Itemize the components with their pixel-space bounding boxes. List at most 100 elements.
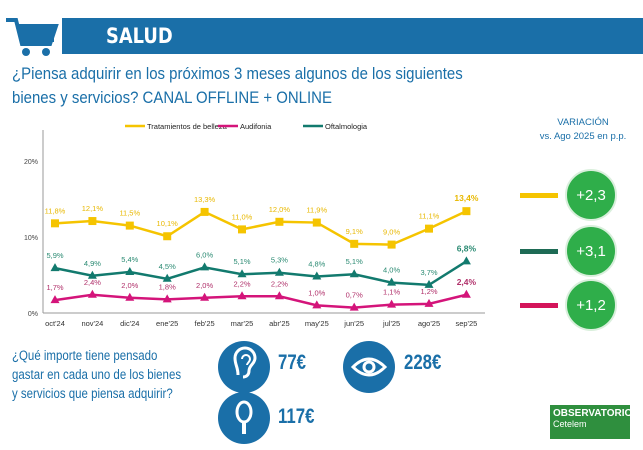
data-label: 1,1% (383, 288, 400, 297)
data-point (163, 232, 172, 241)
data-label: 5,3% (271, 256, 288, 265)
data-point (387, 277, 397, 286)
data-label: 10,1% (157, 219, 179, 228)
data-label: 11,9% (306, 206, 327, 215)
spend-question: ¿Qué importe tiene pensado gastar en cad… (12, 348, 182, 401)
cart-icon (4, 14, 60, 63)
data-point (312, 218, 321, 227)
data-point (87, 289, 97, 298)
data-label: 13,3% (194, 195, 216, 204)
data-label: 5,1% (346, 257, 363, 266)
data-point (274, 267, 284, 276)
data-point (87, 270, 97, 279)
variation-subtitle: vs. Ago 2025 en p.p. (539, 131, 627, 142)
data-label: 1,8% (159, 282, 176, 291)
data-label: 2,4% (84, 278, 101, 287)
series-line (54, 260, 468, 287)
legend-label: Tratamientos de belleza (147, 122, 228, 131)
variation-badge-audifonia: +1,2 (565, 279, 617, 331)
data-point (162, 273, 172, 282)
data-label: 11,0% (232, 212, 253, 221)
data-point (200, 292, 210, 301)
data-point (462, 207, 471, 216)
data-point (50, 263, 60, 272)
data-point (461, 289, 471, 298)
data-point (349, 302, 359, 311)
variation-badge-oftalmologia: +3,1 (565, 225, 617, 277)
mirror-icon (218, 392, 270, 444)
x-tick-label: mar'25 (231, 319, 254, 328)
data-point (162, 294, 172, 303)
page-title: SALUD (106, 24, 173, 48)
data-label: 1,0% (308, 288, 325, 297)
data-point (424, 279, 434, 288)
x-tick-label: jun'25 (343, 319, 364, 328)
data-point (349, 269, 359, 278)
data-label: 4,5% (159, 262, 176, 271)
amount-oftalmologia: 228€ (404, 351, 442, 374)
x-tick-label: abr'25 (269, 319, 290, 328)
data-point (200, 262, 210, 271)
x-tick-label: nov'24 (81, 319, 103, 328)
y-tick-label: 0% (28, 311, 38, 318)
data-label: 13,4% (454, 193, 479, 203)
data-label: 2,0% (196, 281, 213, 290)
logo-line2: Cetelem (553, 419, 587, 429)
data-label: 11,5% (119, 209, 140, 218)
data-label: 2,2% (271, 279, 288, 288)
observatorio-logo: OBSERVATORIO Cetelem (550, 405, 633, 439)
amount-belleza: 117€ (278, 405, 315, 428)
data-point (125, 266, 135, 275)
x-tick-label: sep'25 (455, 319, 477, 328)
data-point (200, 207, 209, 216)
data-label: 6,0% (196, 250, 213, 259)
data-label: 5,1% (233, 257, 250, 266)
variation-header: VARIACIÓN vs. Ago 2025 en p.p. (528, 116, 638, 144)
data-label: 1,2% (420, 287, 437, 296)
data-label: 2,4% (457, 277, 477, 287)
data-label: 4,9% (84, 259, 101, 268)
data-label: 1,7% (46, 283, 63, 292)
data-point (387, 299, 397, 308)
logo-line1: OBSERVATORIO (553, 408, 633, 419)
variation-bar-belleza (520, 193, 558, 198)
data-point (312, 271, 322, 280)
legend-label: Audifonia (240, 122, 272, 131)
data-label: 6,8% (457, 243, 477, 253)
data-label: 9,1% (346, 227, 363, 236)
data-label: 11,8% (45, 206, 66, 215)
x-tick-label: dic'24 (120, 319, 139, 328)
data-label: 0,7% (346, 291, 363, 300)
data-point (51, 219, 59, 228)
x-tick-label: ago'25 (418, 319, 440, 328)
data-label: 12,0% (269, 205, 291, 214)
data-label: 11,1% (419, 212, 440, 221)
y-tick-label: 20% (24, 159, 38, 166)
data-point (125, 292, 135, 301)
data-point (237, 291, 247, 300)
x-tick-label: feb'25 (194, 319, 214, 328)
x-tick-label: may'25 (305, 319, 329, 328)
data-label: 3,7% (420, 268, 437, 277)
legend-label: Oftalmologia (325, 122, 368, 131)
data-label: 4,0% (383, 266, 400, 275)
data-point (312, 300, 322, 309)
series-line (54, 210, 467, 246)
line-chart: 0% 10% 20% oct'24 nov'24 dic'24 ene'25 feb'25 ma… (24, 122, 485, 328)
x-tick-label: oct'24 (45, 319, 65, 328)
data-point (50, 295, 60, 304)
data-point (88, 217, 97, 226)
data-point (274, 291, 284, 300)
series-line (54, 293, 467, 309)
variation-title: VARIACIÓN (557, 117, 609, 128)
question-title: ¿Piensa adquirir en los próximos 3 meses… (12, 64, 463, 107)
data-label: 4,8% (308, 260, 325, 269)
data-label: 12,1% (82, 204, 104, 213)
data-label: 2,2% (233, 279, 250, 288)
data-point (238, 225, 246, 234)
data-label: 2,0% (121, 281, 138, 290)
data-point (275, 217, 284, 226)
data-point (125, 221, 134, 230)
variation-badge-belleza: +2,3 (565, 169, 617, 221)
data-label: 5,9% (46, 251, 63, 260)
